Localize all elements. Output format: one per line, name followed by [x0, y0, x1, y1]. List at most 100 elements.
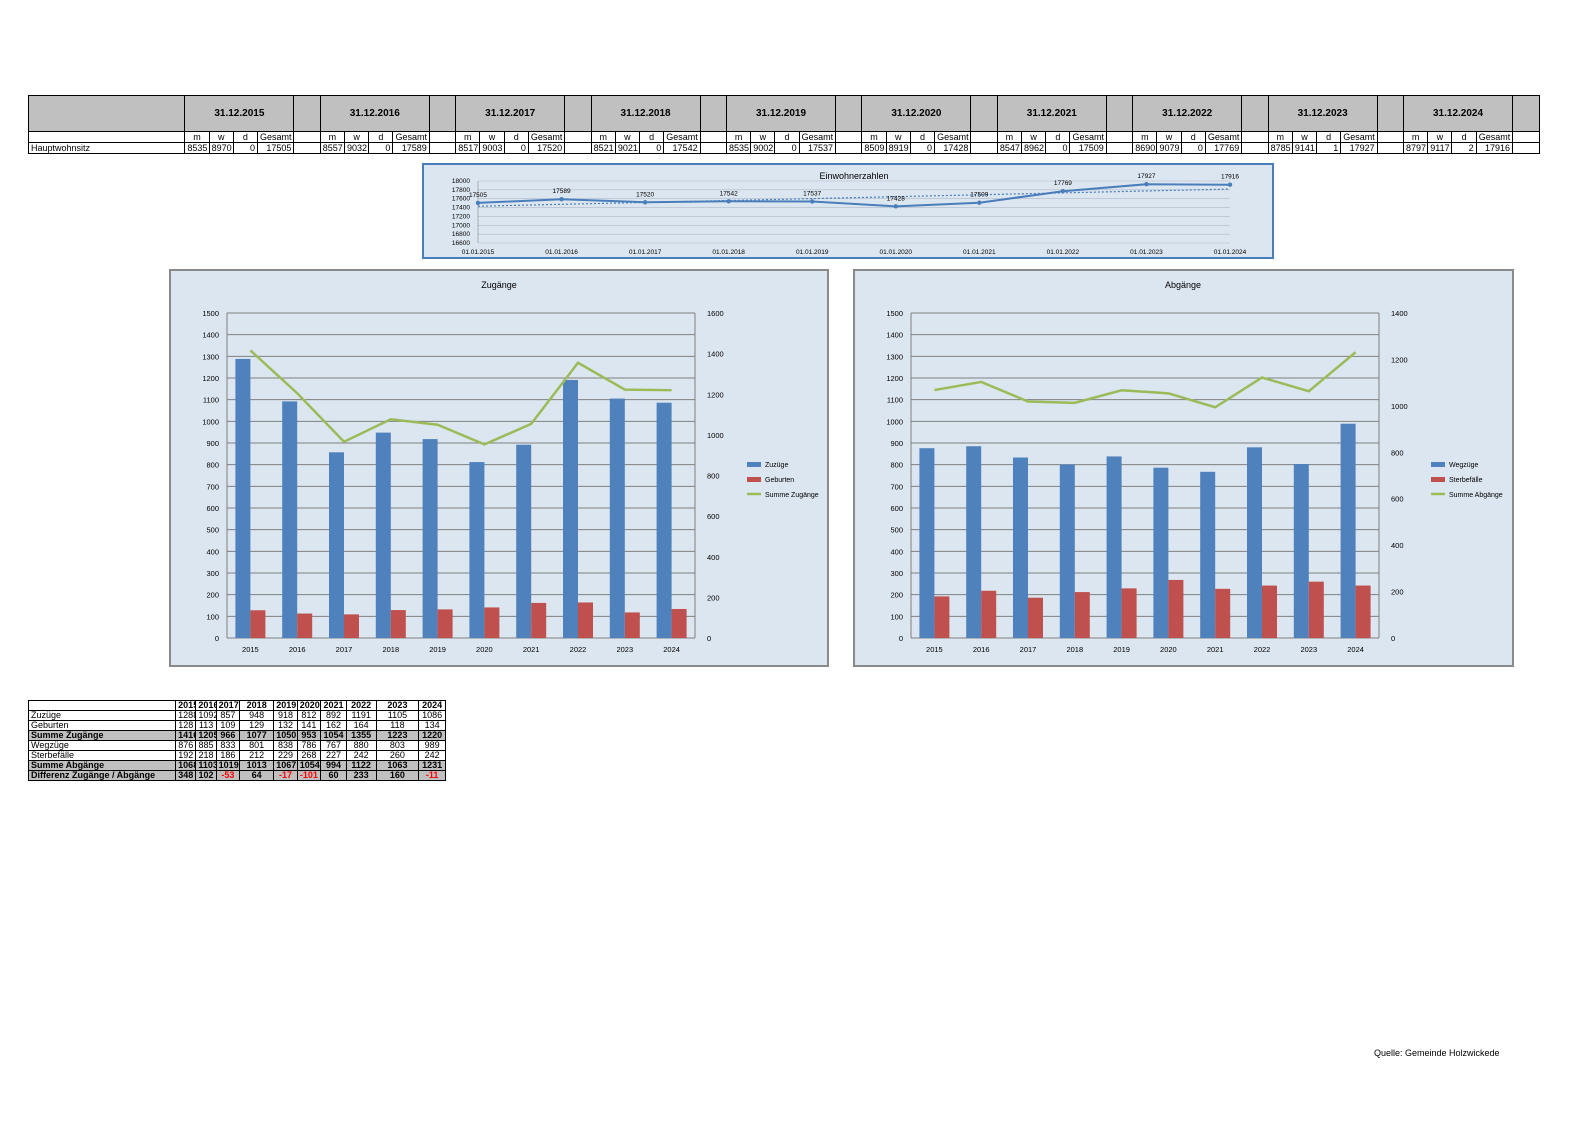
cell-value: 242	[345, 750, 377, 761]
cell-value: 8557	[319, 142, 346, 154]
x-tick-label: 2023	[1300, 645, 1317, 654]
bar-secondary	[1355, 585, 1371, 638]
y-tick-label: 17800	[452, 187, 470, 194]
movement-table-row: Differenz Zugänge / Abgänge 348 102 -53 64 -1…	[27, 770, 446, 781]
bar-primary	[282, 401, 298, 638]
bar-secondary	[624, 612, 640, 638]
cell-value: 128	[175, 720, 197, 731]
y2-tick-label: 1200	[707, 390, 724, 399]
header-spacer	[27, 95, 186, 132]
y-tick-label: 100	[206, 612, 219, 621]
data-point	[977, 200, 982, 205]
cell-value: 1220	[418, 730, 446, 741]
cell-value: 1063	[375, 760, 420, 771]
movement-table-row: Sterbefälle 192 218 186 212 229 268 227 242 260 24…	[27, 750, 446, 761]
y-tick-label: 300	[890, 569, 903, 578]
col-label-d: d	[368, 131, 394, 143]
row-gap	[293, 142, 321, 154]
cell-value: 1223	[375, 730, 420, 741]
col-label-d: d	[1180, 131, 1206, 143]
period-date: 31.12.2023	[1267, 95, 1378, 132]
x-tick-label: 2015	[242, 645, 259, 654]
cell-value: 17927	[1340, 142, 1378, 154]
cell-value: 160	[375, 770, 420, 781]
movement-table-row: Summe Zugänge141612059661077105095310541…	[27, 730, 446, 741]
cell-value: 892	[320, 710, 347, 721]
x-tick-label: 2018	[1066, 645, 1083, 654]
bar-primary	[469, 462, 485, 638]
header-gap	[293, 95, 321, 132]
cell-value: -11	[418, 770, 446, 781]
trendline	[477, 188, 1231, 207]
cell-value: 0	[1180, 142, 1206, 154]
cell-value: 1054	[320, 730, 347, 741]
y-tick-label: 1100	[203, 396, 219, 405]
series-line	[477, 183, 1231, 208]
col-label-m: m	[590, 131, 616, 143]
subheader-gap	[1105, 131, 1134, 143]
col-label-m: m	[996, 131, 1023, 143]
col-label-gesamt: Gesamt	[392, 131, 430, 143]
col-label-w: w	[1156, 131, 1182, 143]
y-tick-label: 800	[206, 461, 219, 470]
y-tick-label: 1300	[886, 352, 903, 361]
cell-value: 129	[239, 720, 275, 731]
bar-primary	[966, 446, 982, 638]
x-tick-label: 01.01.2024	[1214, 249, 1247, 256]
col-label-d: d	[1451, 131, 1477, 143]
x-tick-label: 2021	[1207, 645, 1224, 654]
y-tick-label: 16800	[452, 231, 470, 238]
cell-value: 227	[320, 750, 347, 761]
cell-value: 918	[273, 710, 298, 721]
bar-primary	[422, 439, 438, 638]
data-label: 17520	[636, 191, 654, 198]
col-label-gesamt: Gesamt	[1475, 131, 1514, 143]
period-date: 31.12.2015	[184, 95, 295, 132]
period-date: 31.12.2024	[1403, 95, 1514, 132]
row-gap	[1512, 142, 1540, 154]
cell-value: 767	[320, 740, 347, 751]
data-point	[1144, 182, 1149, 187]
cell-value: 1054	[296, 760, 322, 771]
data-label: 17537	[803, 191, 821, 198]
y-tick-label: 17400	[452, 205, 470, 212]
legend-swatch	[747, 477, 761, 482]
data-point	[810, 199, 815, 204]
col-label-d: d	[639, 131, 665, 143]
y-tick-label: 18000	[452, 178, 470, 185]
population-table-header: 31.12.2015 31.12.2016 31.12.2017 31.12.2018…	[27, 95, 1540, 132]
y2-tick-label: 200	[707, 593, 720, 602]
x-tick-label: 01.01.2021	[963, 249, 996, 256]
cell-value: 8970	[208, 142, 234, 154]
x-tick-label: 01.01.2019	[796, 249, 829, 256]
cell-value: 1103	[195, 760, 217, 771]
cell-value: 885	[195, 740, 217, 751]
chart-title: Abgänge	[1165, 280, 1201, 290]
y-tick-label: 1200	[202, 374, 219, 383]
y-tick-label: 100	[890, 612, 903, 621]
cell-value: 1355	[345, 730, 377, 741]
cell-value: 786	[296, 740, 322, 751]
cell-value: 64	[239, 770, 275, 781]
col-label-m: m	[1403, 131, 1429, 143]
y2-tick-label: 0	[707, 634, 711, 643]
subheader-gap	[970, 131, 998, 143]
cell-value: 1092	[195, 710, 217, 721]
year-header: 2022	[345, 700, 377, 711]
cell-value: 0	[909, 142, 936, 154]
cell-value: 1416	[175, 730, 197, 741]
y-tick-label: 800	[890, 461, 903, 470]
sum-line	[249, 349, 672, 446]
row-label: Summe Zugänge	[27, 730, 177, 741]
legend-swatch	[747, 462, 761, 467]
bar-primary	[563, 379, 578, 638]
cell-value: 801	[239, 740, 275, 751]
header-spacer	[27, 700, 177, 711]
data-label: 17509	[970, 192, 988, 199]
bar-primary	[329, 452, 344, 638]
cell-value: 8797	[1403, 142, 1429, 154]
data-point	[1060, 189, 1066, 194]
year-header: 2015	[175, 700, 197, 711]
bar-secondary	[1308, 581, 1324, 638]
bar-primary	[609, 398, 625, 638]
